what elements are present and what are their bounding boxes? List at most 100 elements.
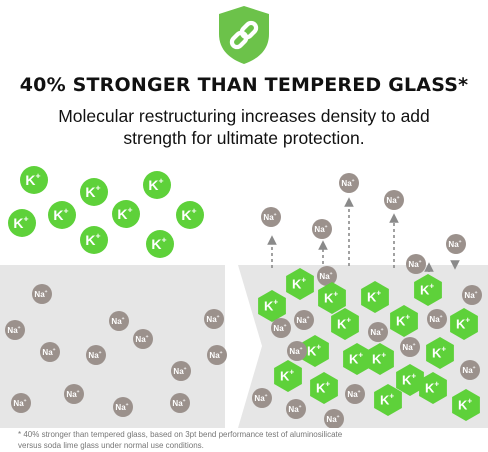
ion-label: Na+ (273, 324, 286, 333)
sodium-ion: Na+ (368, 322, 388, 342)
sodium-ion: Na+ (427, 309, 447, 329)
sodium-ion: Na+ (32, 284, 52, 304)
ion-label: Na+ (347, 390, 360, 399)
ion-label: Na+ (34, 290, 47, 299)
ion-label: Na+ (13, 399, 26, 408)
sodium-ion: Na+ (170, 393, 190, 413)
ion-label: Na+ (42, 348, 55, 357)
ion-label: Na+ (135, 335, 148, 344)
sodium-ion: Na+ (86, 345, 106, 365)
sodium-ion: Na+ (11, 393, 31, 413)
ion-label: K+ (337, 316, 351, 332)
ion-label: Na+ (408, 260, 421, 269)
sodium-ion: Na+ (446, 234, 466, 254)
sodium-ion: Na+ (286, 399, 306, 419)
sodium-ion: Na+ (324, 409, 344, 428)
sodium-ion: Na+ (462, 285, 482, 305)
sodium-ion: Na+ (171, 361, 191, 381)
ion-label: Na+ (296, 316, 309, 325)
sodium-ion: Na+ (252, 388, 272, 408)
potassium-ion-hexagon: K+ (286, 268, 314, 300)
ion-label: Na+ (172, 399, 185, 408)
ion-label: K+ (458, 397, 472, 413)
ion-label: K+ (85, 183, 100, 200)
ion-label: Na+ (448, 240, 461, 249)
ion-label: Na+ (206, 315, 219, 324)
sodium-ion: Na+ (460, 360, 480, 380)
ion-label: Na+ (209, 351, 222, 360)
shield-chain-link-icon (219, 6, 269, 64)
potassium-ion-hexagon: K+ (361, 281, 389, 313)
ion-label: K+ (372, 351, 386, 367)
sodium-ion: Na+ (113, 397, 133, 417)
ion-label: Na+ (289, 347, 302, 356)
potassium-ion-hexagon: K+ (301, 335, 329, 367)
sodium-ion: Na+ (384, 190, 404, 210)
footnote: * 40% stronger than tempered glass, base… (18, 429, 478, 451)
potassium-ion-hexagon: K+ (258, 290, 286, 322)
potassium-ion-hexagon: K+ (419, 372, 447, 404)
potassium-ion-hexagon: K+ (450, 308, 478, 340)
ion-label: Na+ (386, 196, 399, 205)
ion-label: Na+ (254, 394, 267, 403)
ion-label: K+ (25, 171, 40, 188)
sodium-ion: Na+ (40, 342, 60, 362)
ion-label: Na+ (173, 367, 186, 376)
ion-label: Na+ (341, 179, 354, 188)
headline: 40% STRONGER THAN TEMPERED GLASS* (19, 74, 469, 96)
ion-label: Na+ (319, 272, 332, 281)
ion-label: K+ (117, 205, 132, 222)
potassium-ion: K+ (112, 200, 140, 228)
glass-strengthening-illustration: K+ K+ K+ K+ K+ K+ K+ K+ K+ Na+ Na+ Na+ Na+ Na+ Na+ Na+ N… (0, 166, 488, 428)
potassium-ion-hexagon: K+ (331, 308, 359, 340)
ion-label: Na+ (7, 326, 20, 335)
potassium-ion-hexagon: K+ (274, 360, 302, 392)
ion-label: K+ (53, 206, 68, 223)
ion-label: K+ (151, 235, 166, 252)
ion-label: K+ (280, 368, 294, 384)
potassium-ion-hexagon: K+ (343, 343, 371, 375)
sodium-ion: Na+ (294, 310, 314, 330)
ion-label: K+ (402, 372, 416, 388)
sodium-ion: Na+ (261, 207, 281, 227)
potassium-ion-hexagon: K+ (318, 282, 346, 314)
potassium-ion: K+ (143, 171, 171, 199)
ion-label: K+ (456, 316, 470, 332)
potassium-ion-hexagon: K+ (374, 384, 402, 416)
ion-label: Na+ (464, 291, 477, 300)
subheadline: Molecular restructuring increases densit… (58, 106, 430, 148)
sodium-ion: Na+ (406, 254, 426, 274)
potassium-ion: K+ (80, 226, 108, 254)
potassium-ion-hexagon: K+ (390, 305, 418, 337)
ion-label: Na+ (429, 315, 442, 324)
potassium-ion-hexagon: K+ (366, 343, 394, 375)
potassium-ion-hexagon: K+ (396, 364, 424, 396)
sodium-ion: Na+ (400, 337, 420, 357)
untreated-glass-panel (0, 265, 225, 428)
ion-label: K+ (148, 176, 163, 193)
potassium-ion: K+ (146, 230, 174, 258)
ion-label: Na+ (326, 415, 339, 424)
sodium-ion: Na+ (312, 219, 332, 239)
ion-label: K+ (349, 351, 363, 367)
ion-label: K+ (367, 289, 381, 305)
ion-label: K+ (264, 298, 278, 314)
sodium-ion: Na+ (64, 384, 84, 404)
potassium-ion-hexagon: K+ (426, 337, 454, 369)
sodium-ion: Na+ (271, 318, 291, 338)
ion-label: K+ (85, 231, 100, 248)
potassium-ion: K+ (176, 201, 204, 229)
sodium-ion: Na+ (204, 309, 224, 329)
ion-label: Na+ (370, 328, 383, 337)
sodium-ion: Na+ (109, 311, 129, 331)
ion-label: K+ (380, 392, 394, 408)
ion-label: Na+ (111, 317, 124, 326)
sodium-ion: Na+ (339, 173, 359, 193)
footnote-line-2: versus soda lime glass under normal use … (18, 441, 204, 450)
transition-chevron (225, 265, 262, 428)
ion-label: Na+ (462, 366, 475, 375)
potassium-ion: K+ (48, 201, 76, 229)
potassium-ion-hexagon: K+ (310, 372, 338, 404)
potassium-ion: K+ (80, 178, 108, 206)
ion-label: Na+ (88, 351, 101, 360)
